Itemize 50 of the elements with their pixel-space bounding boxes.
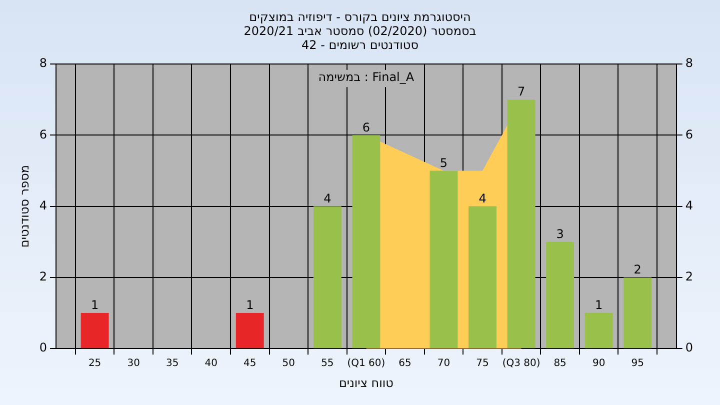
x-tick-label: (Q1 60) (347, 358, 386, 370)
y-axis-title: מספר סטודנטים (17, 164, 32, 248)
x-tick-label: (Q3 80) (502, 358, 540, 370)
annotation: במשימה : Final_A (318, 70, 415, 84)
x-tick-label: 70 (437, 358, 450, 370)
chart-subtitle: בסמסטר (02/2020) סמסטר אביב 2020/21 סטודנטים רשומים - 42 (242, 24, 478, 52)
x-tick-label: 95 (631, 358, 644, 370)
y-tick-label: 0 (39, 340, 48, 355)
data-label: 1 (90, 298, 99, 312)
bar (313, 206, 342, 348)
bar (236, 313, 264, 348)
bar (352, 135, 380, 348)
x-tick-label: 90 (592, 358, 606, 370)
chart-title: היסטוגרמת ציונים בקורס - דיפוזיה במוצקים (248, 10, 472, 24)
data-label: 2 (634, 262, 642, 277)
y-tick-label: 6 (39, 127, 48, 142)
x-tick-label: 50 (282, 358, 296, 370)
x-tick-label: 65 (398, 358, 412, 370)
bar (80, 313, 109, 348)
y2-tick-label: 4 (685, 198, 694, 212)
data-label: 4 (324, 191, 332, 206)
x-tick-label: 35 (166, 358, 179, 370)
y-tick-label: 4 (39, 198, 48, 212)
data-label: 7 (517, 84, 526, 99)
x-tick-label: 30 (127, 358, 140, 370)
x-axis-title: טווח ציונים (338, 376, 394, 390)
data-label: 1 (246, 298, 254, 312)
x-tick-label: 40 (204, 358, 218, 370)
x-tick-label: 75 (476, 358, 489, 370)
y-tick-label: 8 (39, 56, 48, 70)
x-tick-label: 45 (244, 358, 256, 370)
bar (584, 313, 613, 348)
bar (546, 242, 574, 348)
data-label: 5 (440, 156, 448, 170)
data-label: 3 (556, 227, 564, 241)
y-tick-label: 2 (39, 270, 48, 284)
bar (624, 277, 652, 348)
data-label: 6 (362, 120, 370, 134)
bar (507, 100, 536, 348)
x-tick-label: 85 (554, 358, 566, 370)
y2-tick-label: 0 (685, 340, 694, 355)
y2-tick-label: 6 (685, 127, 694, 142)
bar (430, 170, 458, 348)
y2-tick-label: 2 (685, 270, 694, 284)
bar (468, 206, 496, 348)
x-tick-label: 55 (321, 358, 334, 370)
data-label: 4 (478, 191, 486, 206)
data-label: 1 (595, 298, 603, 312)
x-tick-label: 25 (88, 358, 102, 370)
y2-tick-label: 8 (685, 56, 694, 70)
